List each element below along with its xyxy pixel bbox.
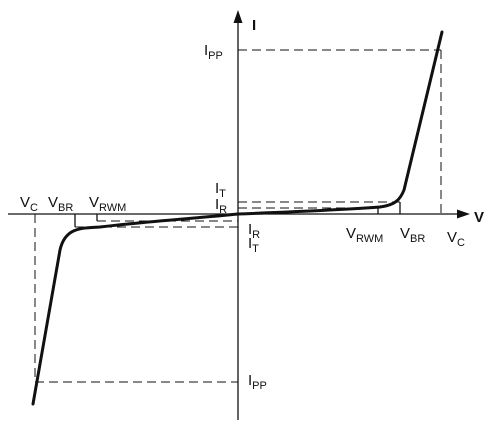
label-ipp-bottom: IPP [248, 372, 267, 392]
label-vbr-right: VBR [400, 225, 425, 245]
label-vrwm-left: VRWM [89, 194, 126, 214]
label-vc-right: VC [447, 229, 465, 249]
label-it-left: IT [248, 235, 259, 255]
label-vc-left: VC [20, 194, 38, 214]
current-axis-label: I [252, 17, 256, 34]
voltage-axis-label: V [474, 209, 484, 226]
label-ir-right: IR [215, 196, 227, 216]
label-ir-left: IR [248, 221, 260, 241]
label-vrwm-right: VRWM [346, 225, 383, 245]
current-axis-arrow [233, 10, 243, 23]
label-ipp-top: IPP [204, 42, 223, 62]
tick-marks [74, 202, 401, 227]
label-vbr-left: VBR [48, 194, 73, 214]
label-it-right: IT [215, 180, 226, 200]
iv-curve [31, 30, 444, 406]
voltage-axis-arrow [457, 209, 470, 219]
